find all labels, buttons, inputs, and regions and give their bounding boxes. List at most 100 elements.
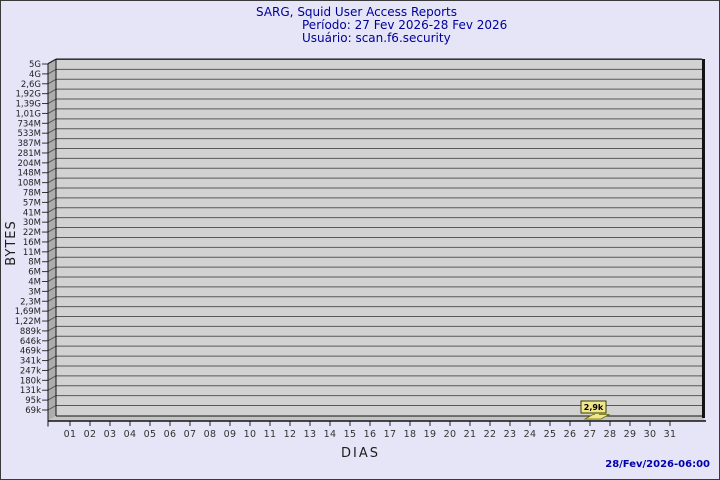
y-tick-label: 2,3M	[20, 297, 41, 307]
y-tick-label: 204M	[17, 159, 41, 169]
gridline-wall-segment	[47, 286, 57, 292]
gridline-wall-segment	[47, 88, 57, 95]
gridline-wall-segment	[47, 405, 57, 411]
gridline-wall-segment	[47, 227, 57, 233]
y-tick-label: 247k	[20, 366, 41, 376]
y-tick-label: 533M	[17, 129, 41, 139]
gridline-wall-segment	[47, 276, 57, 282]
x-tick-label: 25	[544, 429, 557, 440]
y-tick-label: 57M	[23, 198, 41, 208]
y-tick-label: 6M	[28, 268, 41, 278]
y-tick-label: 78M	[23, 189, 41, 199]
gridline-wall-segment	[47, 325, 57, 332]
x-tick-label: 19	[424, 429, 437, 440]
x-tick-label: 31	[664, 429, 677, 440]
y-tick-label: 387M	[17, 139, 41, 149]
x-tick-label: 09	[224, 429, 237, 440]
gridline-wall-segment	[47, 237, 57, 243]
gridline-wall-segment	[47, 296, 57, 302]
gridline-wall-segment	[47, 345, 57, 352]
x-tick-label: 28	[604, 429, 617, 440]
plot-right-edge	[702, 59, 705, 418]
x-tick-label: 01	[64, 429, 77, 440]
y-tick-label: 889k	[20, 327, 41, 337]
x-tick-label: 20	[444, 429, 457, 440]
gridline-wall-segment	[47, 246, 57, 253]
x-tick-label: 05	[144, 429, 157, 440]
x-tick-label: 16	[364, 429, 377, 440]
x-tick-label: 17	[384, 429, 397, 440]
gridline-wall-segment	[47, 148, 57, 154]
gridline-wall-segment	[47, 108, 57, 114]
x-tick-label: 08	[204, 429, 217, 440]
y-tick-label: 734M	[17, 119, 41, 129]
gridline-wall-segment	[47, 306, 57, 312]
x-tick-label: 30	[644, 429, 657, 440]
x-tick-label: 15	[344, 429, 357, 440]
y-tick-label: 1,69M	[15, 307, 41, 317]
y-tick-label: 1,01G	[15, 109, 41, 119]
gridline-wall-segment	[47, 365, 57, 371]
gridline-wall-segment	[47, 118, 57, 124]
y-tick-label: 22M	[23, 228, 41, 238]
x-tick-label: 12	[284, 429, 297, 440]
gridline-wall-segment	[47, 375, 57, 381]
gridline-wall-segment	[47, 98, 57, 104]
y-tick-label: 41M	[23, 208, 41, 218]
x-tick-label: 11	[264, 429, 277, 440]
y-tick-label: 95k	[25, 396, 41, 406]
x-tick-label: 13	[304, 429, 317, 440]
x-tick-label: 23	[504, 429, 517, 440]
y-tick-label: 8M	[28, 258, 41, 268]
x-tick-label: 24	[524, 429, 537, 440]
y-tick-label: 5G	[29, 60, 41, 70]
x-axis-title: DIAS	[341, 446, 380, 461]
y-tick-label: 180k	[20, 376, 41, 386]
y-tick-label: 108M	[17, 179, 41, 189]
gridline-wall-segment	[47, 335, 57, 342]
x-tick-label: 22	[484, 429, 497, 440]
y-tick-label: 1,22M	[15, 317, 41, 327]
y-tick-label: 4M	[28, 277, 41, 287]
x-tick-label: 18	[404, 429, 417, 440]
gridline-wall-segment	[47, 316, 57, 322]
chart-title: SARG, Squid User Access Reports	[256, 5, 458, 19]
gridline-wall-segment	[47, 138, 57, 144]
x-tick-label: 02	[84, 429, 97, 440]
x-tick-label: 14	[324, 429, 337, 440]
bar-value-label-box	[580, 400, 607, 414]
x-tick-label: 07	[184, 429, 197, 440]
gridline-wall-segment	[47, 207, 57, 213]
x-tick-label: 10	[244, 429, 257, 440]
gridline-wall-segment	[47, 177, 57, 184]
gridline-wall-segment	[47, 167, 57, 174]
y-tick-label: 469k	[20, 347, 41, 357]
gridline-wall-segment	[47, 217, 57, 223]
gridline-wall-segment	[47, 355, 57, 362]
gridline-wall-segment	[47, 256, 57, 263]
x-tick-label: 04	[124, 429, 137, 440]
gridline-wall-segment	[47, 78, 57, 85]
gridline-wall-segment	[47, 266, 57, 273]
y-tick-label: 11M	[23, 248, 41, 258]
chart-period: Período: 27 Fev 2026-28 Fev 2026	[302, 18, 508, 32]
x-tick-label: 21	[464, 429, 477, 440]
gridline-wall-segment	[47, 157, 57, 164]
x-tick-label: 26	[564, 429, 577, 440]
x-tick-label: 06	[164, 429, 177, 440]
y-tick-label: 646k	[20, 337, 41, 347]
y-tick-label: 281M	[17, 149, 41, 159]
y-tick-label: 4G	[29, 70, 41, 80]
gridline-wall-segment	[47, 385, 57, 391]
y-tick-label: 148M	[17, 169, 41, 179]
x-tick-label: 03	[104, 429, 117, 440]
gridline-wall-segment	[47, 187, 57, 193]
x-tick-label: 27	[584, 429, 597, 440]
gridline-wall-segment	[47, 68, 57, 75]
y-tick-label: 2,6G	[21, 80, 41, 90]
bar-label-stem	[595, 413, 599, 418]
generated-timestamp: 28/Fev/2026-06:00	[605, 459, 710, 470]
y-tick-label: 1,92G	[15, 90, 41, 100]
y-tick-label: 131k	[20, 386, 41, 396]
